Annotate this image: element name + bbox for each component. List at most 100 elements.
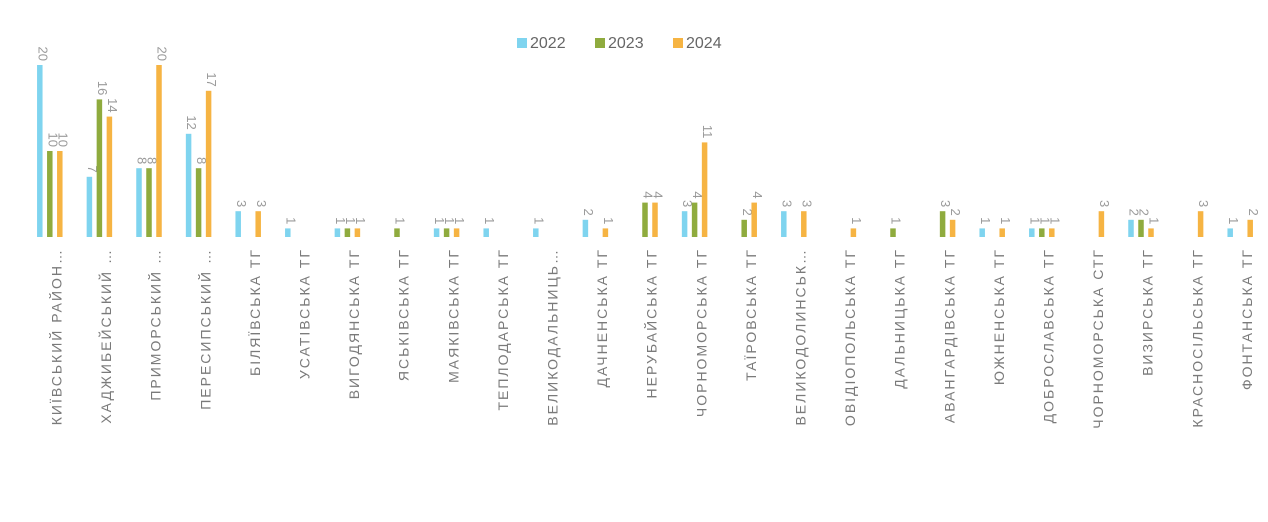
legend-swatch bbox=[517, 38, 527, 48]
data-label: 3 bbox=[1196, 200, 1211, 207]
data-label: 2 bbox=[1137, 209, 1152, 216]
x-tick-label: УСАТІВСЬКА ТГ bbox=[297, 248, 313, 379]
data-label: 1 bbox=[849, 217, 864, 224]
data-label: 1 bbox=[482, 217, 497, 224]
bar bbox=[285, 228, 291, 237]
bar bbox=[652, 202, 658, 237]
data-label: 4 bbox=[651, 191, 666, 198]
legend-swatch bbox=[673, 38, 683, 48]
bar bbox=[195, 168, 202, 237]
bar bbox=[999, 228, 1005, 237]
data-label: 4 bbox=[641, 191, 656, 198]
data-label: 4 bbox=[690, 191, 705, 198]
bar bbox=[1247, 219, 1253, 237]
bar bbox=[255, 211, 261, 237]
bar bbox=[939, 211, 946, 237]
bar bbox=[850, 228, 857, 237]
bar bbox=[453, 228, 460, 237]
x-tick-label: НЕРУБАЙСЬКА ТГ bbox=[643, 248, 660, 398]
legend-label: 2024 bbox=[686, 35, 722, 52]
x-tick-label: ФОНТАНСЬКА ТГ bbox=[1239, 248, 1255, 390]
bar bbox=[582, 219, 589, 237]
data-label: 1 bbox=[1037, 217, 1052, 224]
data-label: 1 bbox=[1226, 217, 1241, 224]
bar bbox=[354, 228, 361, 237]
x-tick-label: ЮЖНЕНСЬКА ТГ bbox=[991, 248, 1007, 385]
x-tick-label: ЧОРНОМОРСЬКА СТГ bbox=[1090, 248, 1106, 429]
data-label: 1 bbox=[1147, 217, 1162, 224]
bar bbox=[57, 151, 63, 237]
bar bbox=[1227, 228, 1233, 237]
data-label: 3 bbox=[938, 200, 953, 207]
data-label: 8 bbox=[145, 157, 160, 164]
data-label: 16 bbox=[95, 81, 110, 95]
bar bbox=[37, 65, 43, 237]
data-label: 2 bbox=[1246, 209, 1261, 216]
x-tick-label: ТАЇРОВСЬКА ТГ bbox=[743, 248, 759, 381]
legend-swatch bbox=[595, 38, 605, 48]
data-label: 1 bbox=[442, 217, 457, 224]
x-tick-label: ЯСЬКІВСЬКА ТГ bbox=[396, 248, 412, 381]
data-label: 1 bbox=[333, 217, 348, 224]
bar bbox=[235, 211, 241, 237]
x-tick-label: ВЕЛИКОДОЛИНСЬК… bbox=[793, 248, 809, 426]
bar bbox=[691, 202, 698, 237]
bar bbox=[433, 228, 440, 237]
bar bbox=[602, 228, 609, 237]
bar bbox=[1049, 228, 1055, 237]
data-label: 2 bbox=[948, 209, 963, 216]
legend-label: 2022 bbox=[530, 35, 566, 52]
data-label: 1 bbox=[432, 217, 447, 224]
data-label: 4 bbox=[750, 191, 765, 198]
bar bbox=[1138, 219, 1144, 237]
data-label: 1 bbox=[393, 217, 408, 224]
data-label: 1 bbox=[353, 217, 368, 224]
bar bbox=[1197, 211, 1204, 237]
bar bbox=[801, 211, 807, 237]
x-tick-label: ЧОРНОМОРСЬКА ТГ bbox=[693, 248, 709, 417]
bar bbox=[334, 228, 341, 237]
x-tick-label: КИЇВСЬКИЙ РАЙОН… bbox=[48, 248, 65, 425]
bar bbox=[701, 142, 708, 237]
bar bbox=[146, 168, 152, 237]
data-label: 3 bbox=[799, 200, 814, 207]
bar bbox=[979, 228, 985, 237]
bar bbox=[443, 228, 450, 237]
data-label: 11 bbox=[700, 125, 715, 139]
data-label: 10 bbox=[45, 133, 60, 147]
bar bbox=[483, 228, 489, 237]
data-label: 20 bbox=[35, 47, 50, 61]
data-label: 3 bbox=[680, 200, 695, 207]
data-label: 1 bbox=[889, 217, 904, 224]
bar bbox=[1148, 228, 1154, 237]
x-tick-label: ДОБРОСЛАВСЬКА ТГ bbox=[1041, 248, 1057, 423]
data-label: 1 bbox=[978, 217, 993, 224]
x-tick-label: МАЯКІВСЬКА ТГ bbox=[445, 248, 461, 383]
x-tick-label: БІЛЯЇВСЬКА ТГ bbox=[247, 248, 263, 376]
data-label: 3 bbox=[1097, 200, 1112, 207]
data-label: 10 bbox=[55, 133, 70, 147]
bar bbox=[642, 202, 648, 237]
data-label: 1 bbox=[1047, 217, 1062, 224]
bar bbox=[681, 211, 688, 237]
data-label: 3 bbox=[254, 200, 269, 207]
data-label: 17 bbox=[204, 72, 219, 86]
bar bbox=[890, 228, 896, 237]
data-label: 14 bbox=[105, 98, 120, 112]
bar bbox=[205, 90, 212, 237]
bar bbox=[106, 116, 113, 237]
bar bbox=[741, 219, 747, 237]
bar bbox=[1128, 219, 1134, 237]
data-label: 1 bbox=[601, 217, 616, 224]
legend-label: 2023 bbox=[608, 35, 644, 52]
bar bbox=[1029, 228, 1035, 237]
data-label: 1 bbox=[283, 217, 298, 224]
x-tick-label: ВИЗИРСЬКА ТГ bbox=[1140, 248, 1156, 376]
data-label: 1 bbox=[1027, 217, 1042, 224]
data-label: 12 bbox=[184, 115, 199, 129]
x-tick-label: ПРИМОРСЬКИЙ … bbox=[147, 248, 164, 401]
data-label: 7 bbox=[85, 166, 100, 173]
bar bbox=[96, 99, 103, 238]
x-tick-label: ВЕЛИКОДАЛЬНИЦЬ… bbox=[545, 248, 561, 426]
